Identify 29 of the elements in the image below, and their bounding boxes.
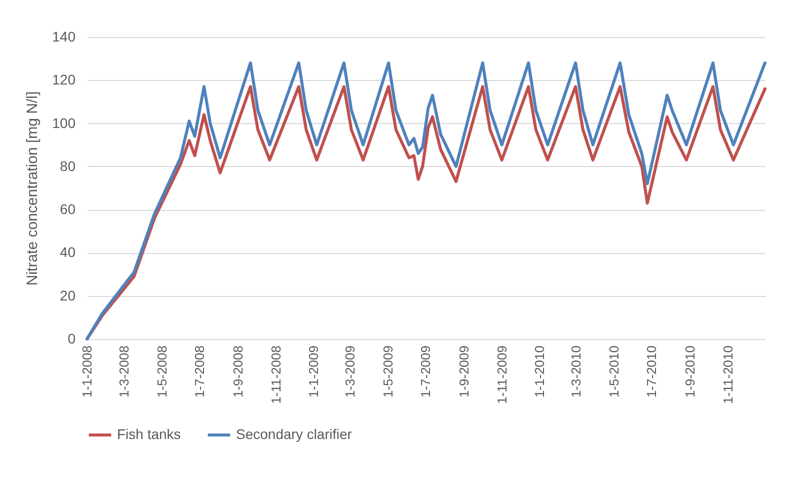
y-tick-label: 60 <box>60 201 76 218</box>
x-tick-label: 1-5-2008 <box>154 346 170 398</box>
x-tick-label: 1-7-2009 <box>418 346 434 398</box>
x-tick-label: 1-1-2008 <box>80 346 94 398</box>
x-tick-label: 1-1-2009 <box>306 346 322 398</box>
y-tick-label: 120 <box>52 72 76 88</box>
x-tick-label: 1-3-2008 <box>116 346 132 398</box>
legend-label: Secondary clarifier <box>236 426 352 442</box>
y-tick-label: 20 <box>60 287 76 304</box>
x-tick-label: 1-3-2010 <box>568 346 584 398</box>
y-tick-label: 80 <box>60 158 76 174</box>
x-tick-label: 1-9-2008 <box>230 346 246 398</box>
y-tick-label: 100 <box>52 114 76 131</box>
x-tick-label: 1-11-2009 <box>494 346 510 404</box>
y-tick-label: 40 <box>60 244 76 260</box>
legend-label: Fish tanks <box>117 426 181 442</box>
x-tick-label: 1-9-2010 <box>682 346 698 398</box>
x-tick-label: 1-9-2009 <box>456 346 472 398</box>
x-tick-label: 1-7-2010 <box>644 346 660 398</box>
x-tick-label: 1-3-2009 <box>342 346 358 398</box>
x-tick-label: 1-5-2010 <box>606 346 622 398</box>
x-tick-label: 1-1-2010 <box>532 346 548 398</box>
y-tick-label: 140 <box>52 28 76 44</box>
x-tick-label: 1-7-2008 <box>192 346 208 398</box>
x-tick-label: 1-11-2008 <box>268 346 284 404</box>
y-tick-label: 0 <box>68 330 76 346</box>
x-tick-label: 1-11-2010 <box>720 346 736 404</box>
x-tick-label: 1-5-2009 <box>380 346 396 398</box>
y-axis-title: Nitrate concentration [mg N/l] <box>24 91 42 286</box>
